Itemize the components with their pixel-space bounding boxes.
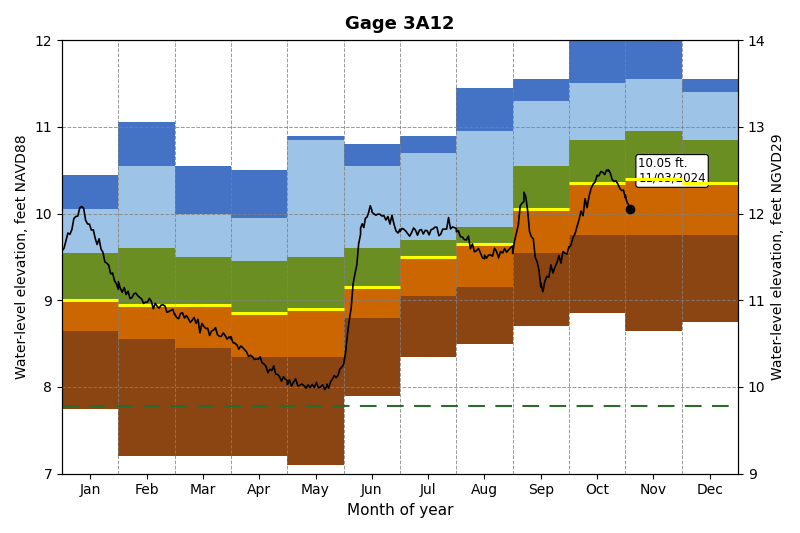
- Title: Gage 3A12: Gage 3A12: [346, 15, 454, 33]
- X-axis label: Month of year: Month of year: [346, 503, 454, 518]
- Text: 10.05 ft.
11/03/2024: 10.05 ft. 11/03/2024: [638, 157, 706, 185]
- Y-axis label: Water-level elevation, feet NGVD29: Water-level elevation, feet NGVD29: [771, 134, 785, 380]
- Y-axis label: Water-level elevation, feet NAVD88: Water-level elevation, feet NAVD88: [15, 135, 29, 379]
